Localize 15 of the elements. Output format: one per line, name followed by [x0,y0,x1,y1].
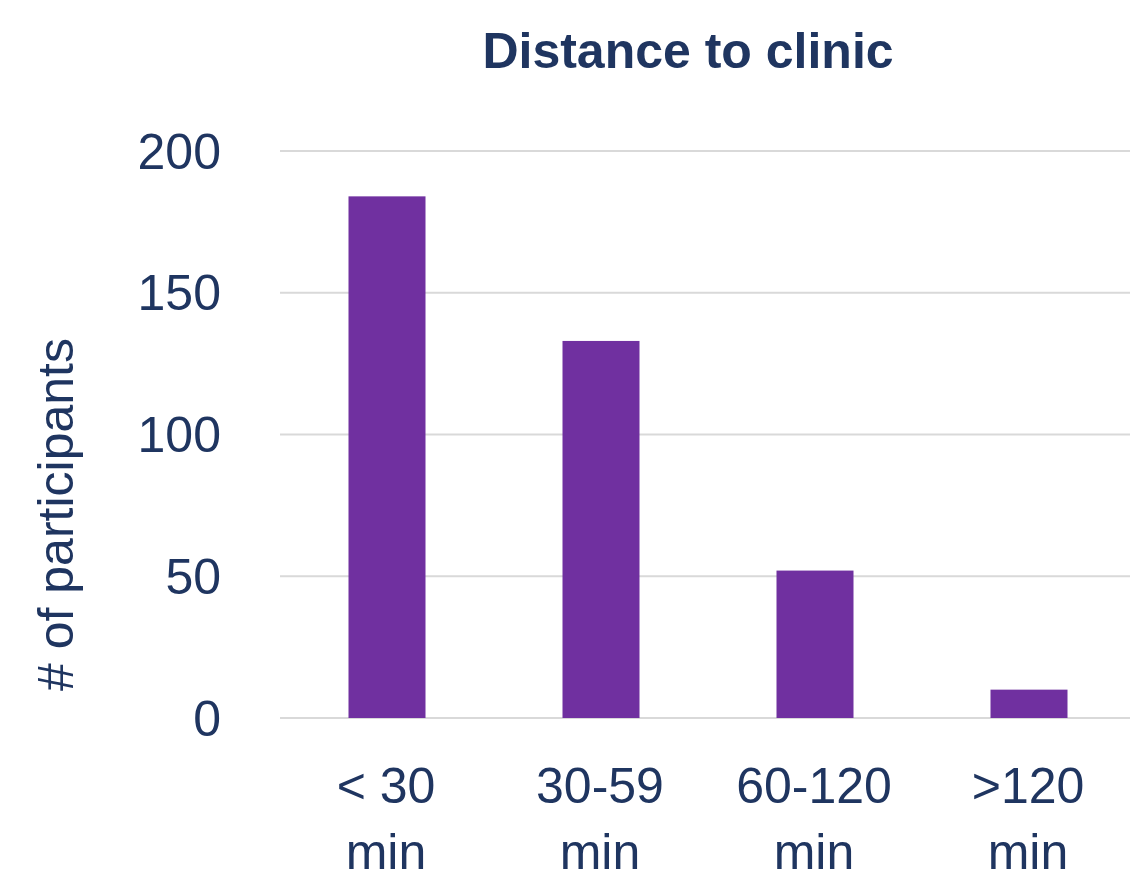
chart-title: Distance to clinic [482,23,894,79]
bar [990,689,1068,718]
y-tick-label: 50 [165,548,221,605]
bar [348,196,426,718]
bar [776,570,854,718]
x-tick-label: < 30 min [336,758,436,880]
y-tick-label: 200 [137,123,221,180]
x-tick-label: >120 min [971,758,1085,880]
y-axis-title: # of participants [28,338,84,691]
y-tick-label: 150 [137,265,221,322]
bar [562,340,640,718]
x-tick-label: 60-120 min [736,758,892,880]
x-tick-label: 30-59 min [536,758,664,880]
y-tick-label: 0 [193,690,221,747]
y-tick-label: 100 [137,407,221,463]
